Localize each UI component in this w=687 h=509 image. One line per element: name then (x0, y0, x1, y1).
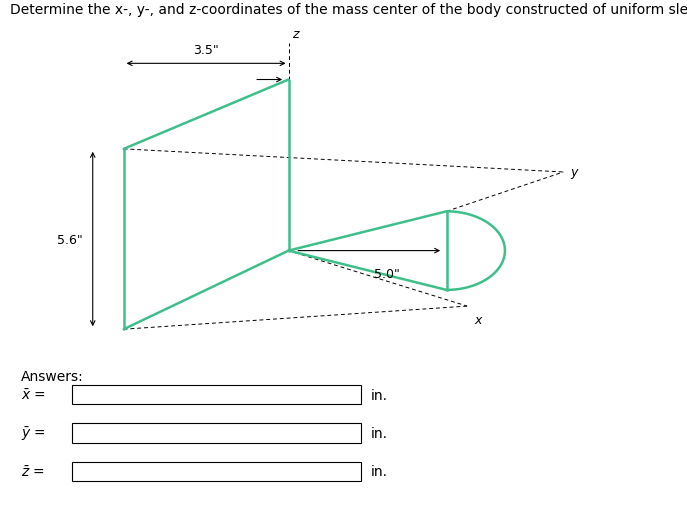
Text: x: x (474, 314, 482, 326)
Text: in.: in. (371, 388, 388, 402)
FancyBboxPatch shape (72, 462, 361, 481)
Text: $\bar{x}$ =: $\bar{x}$ = (21, 387, 46, 403)
Text: $\bar{z}$ =: $\bar{z}$ = (21, 464, 45, 479)
Text: $\bar{y}$ =: $\bar{y}$ = (21, 425, 46, 442)
FancyBboxPatch shape (72, 385, 361, 405)
Text: 5.6": 5.6" (57, 233, 82, 246)
Text: 3.5": 3.5" (193, 44, 219, 58)
Text: 5.0": 5.0" (374, 267, 401, 280)
Text: Answers:: Answers: (21, 369, 83, 383)
Text: in.: in. (371, 426, 388, 440)
FancyBboxPatch shape (72, 423, 361, 443)
Text: Determine the x-, y-, and z-coordinates of the mass center of the body construct: Determine the x-, y-, and z-coordinates … (10, 3, 687, 16)
Text: in.: in. (371, 464, 388, 478)
Text: z: z (292, 28, 298, 41)
Text: y: y (570, 166, 578, 179)
